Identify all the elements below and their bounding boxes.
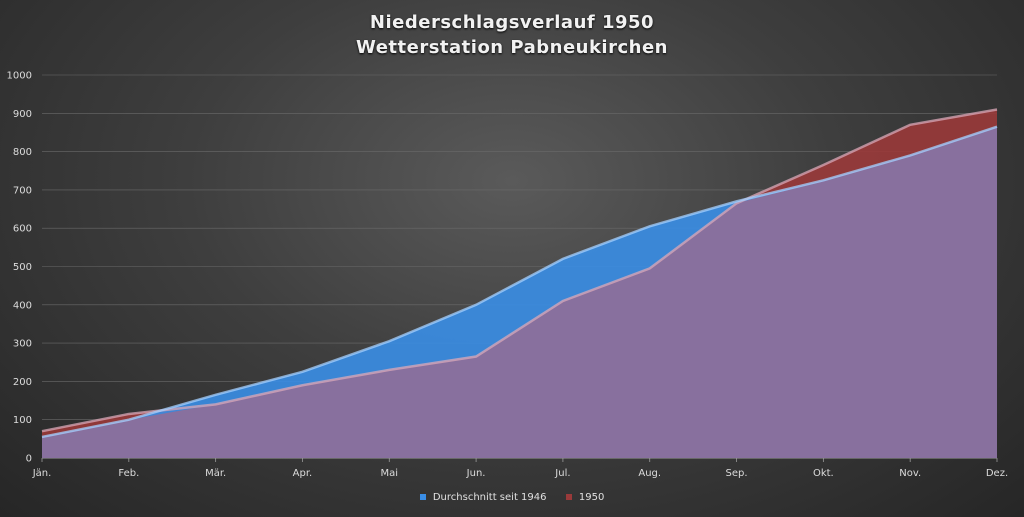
y-tick-label: 300 [13,339,32,350]
x-tick-label: Feb. [118,468,139,479]
x-tick-label: Okt. [813,468,834,479]
y-tick-label: 1000 [7,71,32,82]
y-tick-label: 700 [13,185,32,196]
legend-label-avg: Durchschnitt seit 1946 [432,492,547,503]
x-tick-label: Mai [380,468,398,479]
overlap-area [42,126,997,458]
chart-subtitle: Wetterstation Pabneukirchen [355,37,668,58]
y-tick-label: 0 [26,454,32,465]
x-tick-label: Aug. [638,468,661,479]
x-tick-label: Nov. [899,468,921,479]
y-tick-label: 600 [13,224,32,235]
x-axis-ticks: Jän. Feb. Mär. Apr. Mai Jun. Jul. Aug. Sep. Okt. N… [32,458,1008,479]
legend-item-avg: Durchschnitt seit 1946 [419,492,547,503]
legend-swatch-avg [419,494,426,500]
y-tick-label: 800 [13,147,32,158]
x-tick-label: Jän. [32,468,52,479]
x-tick-label: Sep. [726,468,748,479]
y-axis-ticks: 0 100 200 300 400 500 600 700 800 900 1000 [7,71,32,465]
series-line-durchschnitt [41,125,998,439]
y-tick-label: 400 [13,300,32,311]
legend-swatch-1950 [565,494,572,500]
legend-label-1950: 1950 [578,492,605,503]
series-areas [41,108,998,458]
legend: Durchschnitt seit 1946 1950 [0,492,1024,503]
y-tick-label: 100 [13,415,32,426]
y-tick-label: 500 [13,262,32,273]
chart-title: Niederschlagsverlauf 1950 [369,12,655,33]
x-tick-label: Mär. [205,468,226,479]
y-tick-label: 200 [13,377,32,388]
x-tick-label: Jul. [554,468,570,479]
x-tick-label: Jun. [466,468,486,479]
y-tick-label: 900 [13,109,32,120]
x-tick-label: Apr. [293,468,313,479]
x-tick-label: Dez. [986,468,1008,479]
series-line-1950 [41,108,998,433]
legend-item-1950: 1950 [565,492,605,503]
